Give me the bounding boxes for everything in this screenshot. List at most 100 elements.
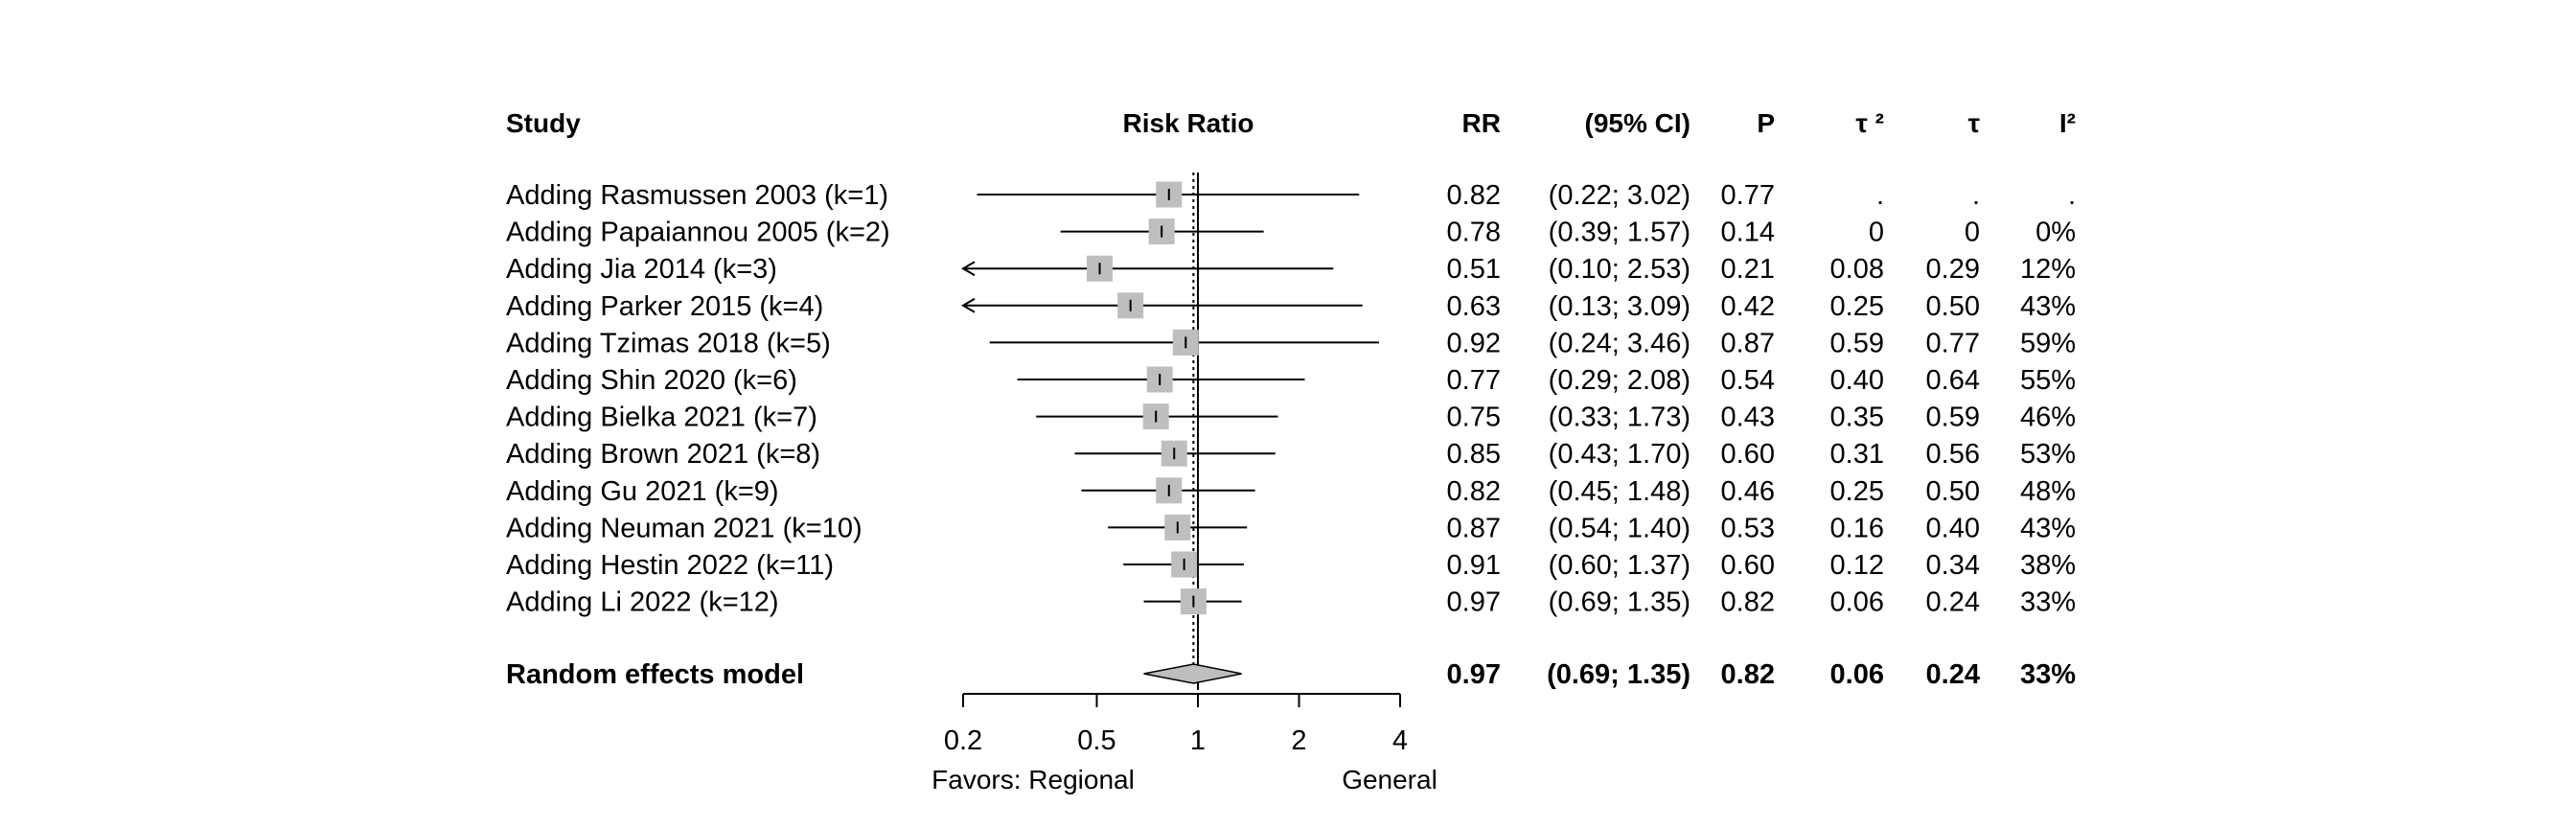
header-ci: (95% CI) xyxy=(1585,108,1690,138)
study-marker xyxy=(1123,551,1244,578)
study-label: Adding Papaiannou 2005 (k=2) xyxy=(506,218,890,248)
x-tick-label: 1 xyxy=(1190,725,1206,756)
table-row: Adding Hestin 2022 (k=11) 0.91 (0.60; 1.37… xyxy=(506,550,2076,581)
x-tick-label: 0.2 xyxy=(944,725,982,756)
summary-tau-value: 0.24 xyxy=(1926,659,1980,690)
summary-row: Random effects model 0.97 (0.69; 1.35) 0.82… xyxy=(506,659,2076,690)
study-label: Adding Li 2022 (k=12) xyxy=(506,587,779,618)
table-row: Adding Papaiannou 2005 (k=2) 0.78 (0.39; 1… xyxy=(506,218,2076,248)
tau-value: 0 xyxy=(1965,218,1980,248)
study-label: Adding Bielka 2021 (k=7) xyxy=(506,402,817,433)
header-rr: RR xyxy=(1462,108,1501,138)
study-marker xyxy=(977,181,1360,208)
header-p: P xyxy=(1757,108,1775,138)
tau-value: 0.24 xyxy=(1926,587,1980,618)
summary-p-value: 0.82 xyxy=(1721,659,1775,690)
tau-value: 0.64 xyxy=(1926,365,1980,396)
ci-value: (0.10; 2.53) xyxy=(1549,254,1690,285)
i2-value: 33% xyxy=(2020,587,2076,618)
tau2-value: 0.25 xyxy=(1830,291,1884,322)
tau2-value: 0.06 xyxy=(1830,587,1884,618)
x-tick-label: 0.5 xyxy=(1077,725,1116,756)
ci-value: (0.43; 1.70) xyxy=(1549,439,1690,470)
p-value: 0.82 xyxy=(1721,587,1775,618)
x-tick-label: 2 xyxy=(1291,725,1306,756)
summary-tau2-value: 0.06 xyxy=(1830,659,1884,690)
table-row: Adding Rasmussen 2003 (k=1) 0.82 (0.22; 3.… xyxy=(506,180,2076,211)
study-marker xyxy=(1017,366,1305,393)
rr-value: 0.82 xyxy=(1447,476,1501,507)
p-value: 0.46 xyxy=(1721,476,1775,507)
header-i2: I² xyxy=(2059,108,2076,138)
table-row: Adding Bielka 2021 (k=7) 0.75 (0.33; 1.73)… xyxy=(506,402,2076,433)
study-marker xyxy=(1060,218,1264,245)
header-study: Study xyxy=(506,108,581,138)
study-label: Adding Shin 2020 (k=6) xyxy=(506,365,797,396)
tau-value: 0.29 xyxy=(1926,254,1980,285)
study-marker xyxy=(1081,477,1255,504)
tau-value: 0.77 xyxy=(1926,328,1980,358)
table-row: Adding Neuman 2021 (k=10) 0.87 (0.54; 1.40… xyxy=(506,513,2076,543)
p-value: 0.14 xyxy=(1721,218,1775,248)
plot-area xyxy=(961,172,1379,690)
tau-value: 0.40 xyxy=(1926,513,1980,543)
tau2-value: 0.35 xyxy=(1830,402,1884,433)
ci-value: (0.13; 3.09) xyxy=(1549,291,1690,322)
i2-value: 55% xyxy=(2020,365,2076,396)
summary-label: Random effects model xyxy=(506,659,804,690)
rr-value: 0.92 xyxy=(1447,328,1501,358)
study-marker xyxy=(989,329,1379,356)
study-label: Adding Jia 2014 (k=3) xyxy=(506,254,777,285)
p-value: 0.53 xyxy=(1721,513,1775,543)
tau2-value: 0 xyxy=(1869,218,1884,248)
tau-value: 0.34 xyxy=(1926,550,1980,581)
ci-value: (0.60; 1.37) xyxy=(1549,550,1690,581)
tau2-value: 0.40 xyxy=(1830,365,1884,396)
p-value: 0.60 xyxy=(1721,439,1775,470)
header-tau: τ xyxy=(1968,108,1981,138)
rr-value: 0.63 xyxy=(1447,291,1501,322)
x-tick-label: 4 xyxy=(1392,725,1408,756)
study-marker xyxy=(1036,403,1278,430)
study-marker xyxy=(1108,514,1248,540)
i2-value: 12% xyxy=(2020,254,2076,285)
study-label: Adding Neuman 2021 (k=10) xyxy=(506,513,862,543)
p-value: 0.21 xyxy=(1721,254,1775,285)
study-label: Adding Hestin 2022 (k=11) xyxy=(506,550,834,581)
i2-value: 38% xyxy=(2020,550,2076,581)
ci-value: (0.33; 1.73) xyxy=(1549,402,1690,433)
study-marker xyxy=(1074,440,1276,467)
study-marker xyxy=(1143,588,1242,615)
tau-value: 0.50 xyxy=(1926,291,1980,322)
tau2-value: 0.25 xyxy=(1830,476,1884,507)
p-value: 0.54 xyxy=(1721,365,1775,396)
study-marker xyxy=(961,292,1363,319)
rr-value: 0.78 xyxy=(1447,218,1501,248)
i2-value: 43% xyxy=(2020,513,2076,543)
rr-value: 0.91 xyxy=(1447,550,1501,581)
tau2-value: 0.08 xyxy=(1830,254,1884,285)
p-value: 0.87 xyxy=(1721,328,1775,358)
study-rows: Adding Rasmussen 2003 (k=1) 0.82 (0.22; 3.… xyxy=(506,180,2076,690)
i2-value: 48% xyxy=(2020,476,2076,507)
ci-value: (0.24; 3.46) xyxy=(1549,328,1690,358)
table-row: Adding Tzimas 2018 (k=5) 0.92 (0.24; 3.46)… xyxy=(506,328,2076,358)
ci-value: (0.69; 1.35) xyxy=(1549,587,1690,618)
tau2-value: 0.59 xyxy=(1830,328,1884,358)
ci-truncation-arrow xyxy=(961,261,976,277)
study-label: Adding Tzimas 2018 (k=5) xyxy=(506,328,831,358)
p-value: 0.60 xyxy=(1721,550,1775,581)
table-row: Adding Parker 2015 (k=4) 0.63 (0.13; 3.09)… xyxy=(506,291,2076,322)
ci-value: (0.22; 3.02) xyxy=(1549,180,1690,211)
rr-value: 0.85 xyxy=(1447,439,1501,470)
study-label: Adding Parker 2015 (k=4) xyxy=(506,291,823,322)
summary-diamond xyxy=(1143,663,1242,684)
tau2-value: 0.12 xyxy=(1830,550,1884,581)
ci-truncation-arrow xyxy=(961,297,976,313)
ci-value: (0.29; 2.08) xyxy=(1549,365,1690,396)
study-label: Adding Gu 2021 (k=9) xyxy=(506,476,779,507)
i2-value: . xyxy=(2068,180,2076,211)
tau2-value: . xyxy=(1876,180,1884,211)
table-row: Adding Jia 2014 (k=3) 0.51 (0.10; 2.53) 0.2… xyxy=(506,254,2076,285)
